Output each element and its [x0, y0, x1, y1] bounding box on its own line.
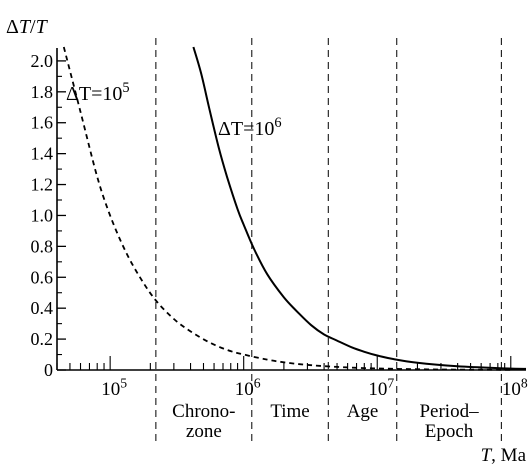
time-unit-label: Age — [347, 401, 379, 422]
time-unit-label: Epoch — [425, 421, 474, 442]
boundary-lines: Chrono-zone Time Age Period–Epoch — [155, 38, 502, 445]
y-tick-label: 1.8 — [31, 82, 54, 102]
time-unit-label: zone — [186, 421, 222, 442]
y-tick-label: 0.6 — [31, 267, 54, 287]
y-tick-label: 1.2 — [31, 175, 54, 195]
time-unit-label: Chrono- — [172, 401, 235, 422]
y-tick-label: 1.0 — [31, 205, 54, 225]
y-tick-label: 1.4 — [31, 144, 54, 164]
y-tick-label: 0.8 — [31, 236, 54, 256]
time-unit-label: Period– — [419, 401, 479, 422]
x-axis-label: T, Ma — [481, 445, 527, 466]
y-tick-label: 0 — [44, 360, 53, 380]
y-tick-label: 1.6 — [31, 113, 54, 133]
x-tick-label: 108 — [502, 375, 528, 400]
x-tick-label: 107 — [368, 375, 394, 400]
y-tick-label: 2.0 — [31, 51, 54, 71]
ticks: 0 0.2 0.4 0.6 0.8 1.0 1.2 1.4 1.6 1.8 2.0 105 106 107… — [31, 51, 528, 400]
series: ΔT=105 ΔT=106 — [62, 46, 527, 371]
series-2-label: ΔT=106 — [218, 115, 282, 140]
axes — [56, 48, 526, 371]
labels: ΔT/T T, Ma — [6, 16, 527, 466]
y-axis-label: ΔT/T — [6, 16, 49, 38]
y-tick-label: 0.4 — [31, 298, 54, 318]
series-1-line — [62, 46, 511, 371]
series-1-label: ΔT=105 — [66, 80, 130, 105]
time-unit-label: Time — [270, 401, 309, 422]
x-tick-label: 105 — [101, 375, 127, 400]
x-tick-label: 106 — [235, 375, 261, 400]
y-tick-label: 0.2 — [31, 329, 54, 349]
series-2-line — [192, 46, 527, 370]
